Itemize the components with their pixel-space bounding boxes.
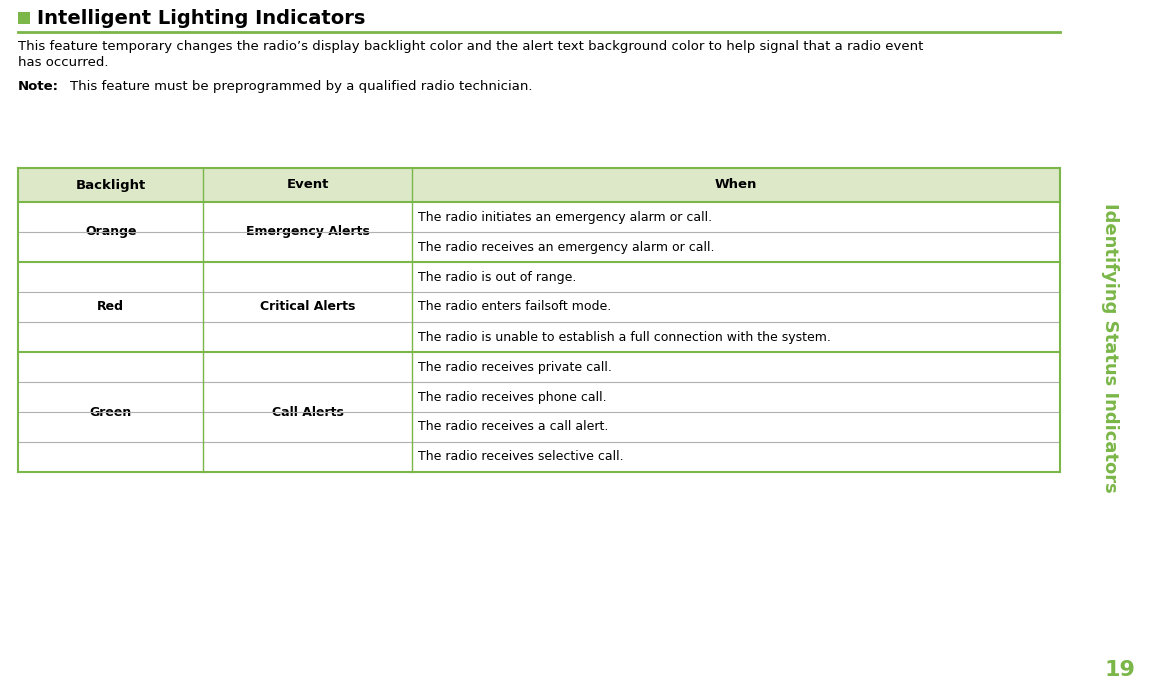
- Text: This feature temporary changes the radio’s display backlight color and the alert: This feature temporary changes the radio…: [17, 40, 923, 53]
- Bar: [17, 168, 1059, 202]
- Text: Intelligent Lighting Indicators: Intelligent Lighting Indicators: [37, 8, 365, 28]
- Text: Call Alerts: Call Alerts: [272, 406, 343, 418]
- Text: The radio receives selective call.: The radio receives selective call.: [418, 450, 623, 464]
- Text: The radio receives private call.: The radio receives private call.: [418, 361, 612, 374]
- Text: The radio is unable to establish a full connection with the system.: The radio is unable to establish a full …: [418, 331, 830, 344]
- Text: This feature must be preprogrammed by a qualified radio technician.: This feature must be preprogrammed by a …: [70, 80, 533, 93]
- Text: Red: Red: [98, 301, 124, 313]
- Text: has occurred.: has occurred.: [17, 56, 108, 69]
- Text: Critical Alerts: Critical Alerts: [261, 301, 356, 313]
- Text: Emergency Alerts: Emergency Alerts: [245, 226, 370, 239]
- Text: The radio receives an emergency alarm or call.: The radio receives an emergency alarm or…: [418, 241, 714, 253]
- Text: Green: Green: [90, 406, 131, 418]
- Text: The radio is out of range.: The radio is out of range.: [418, 271, 576, 283]
- Text: The radio enters failsoft mode.: The radio enters failsoft mode.: [418, 301, 611, 313]
- Text: Backlight: Backlight: [76, 178, 145, 191]
- Text: When: When: [715, 178, 757, 191]
- Text: Event: Event: [286, 178, 329, 191]
- Text: Identifying Status Indicators: Identifying Status Indicators: [1101, 203, 1119, 493]
- Text: The radio initiates an emergency alarm or call.: The radio initiates an emergency alarm o…: [418, 210, 712, 223]
- Text: 19: 19: [1105, 660, 1135, 680]
- Text: The radio receives phone call.: The radio receives phone call.: [418, 390, 606, 404]
- Bar: [17, 12, 30, 24]
- Text: Orange: Orange: [85, 226, 136, 239]
- Text: Note:: Note:: [17, 80, 59, 93]
- Text: The radio receives a call alert.: The radio receives a call alert.: [418, 420, 608, 434]
